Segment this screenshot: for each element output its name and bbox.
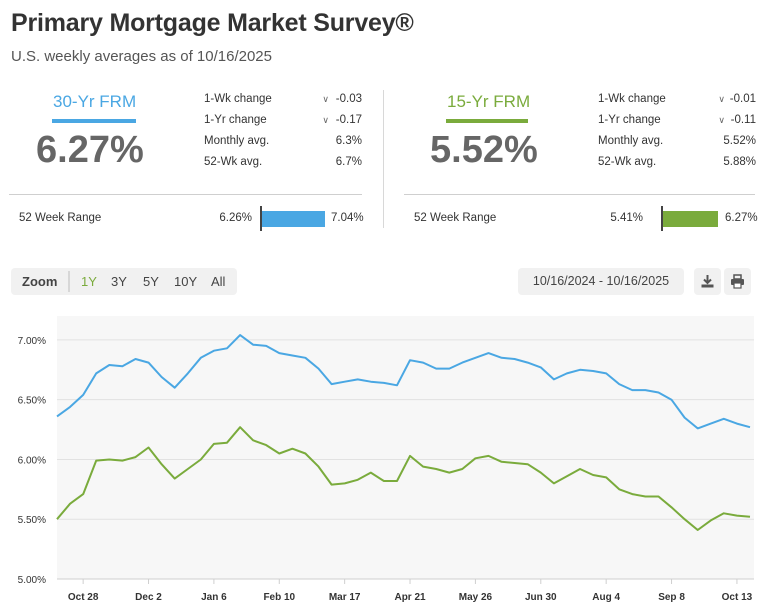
stat-value: 6.7% <box>335 156 362 168</box>
frm30-stat-row: 52-Wk avg. 6.7% <box>204 154 362 175</box>
x-tick-label: Oct 28 <box>68 592 99 603</box>
frm30-stat-row: 1-Yr change ∨ -0.17 <box>204 112 362 133</box>
y-tick-label: 6.50% <box>18 396 46 407</box>
range-bar <box>652 206 718 231</box>
divider <box>404 194 755 195</box>
x-tick-label: Mar 17 <box>329 592 361 603</box>
frm15-stat-row: 1-Wk change ∨ -0.01 <box>598 91 756 112</box>
zoom-toolbar: Zoom 1Y 3Y 5Y 10Y All <box>11 268 237 295</box>
x-tick-label: Jun 30 <box>525 592 557 603</box>
toolbar-separator <box>68 271 70 292</box>
frm15-stats: 1-Wk change ∨ -0.01 1-Yr change ∨ -0.11 … <box>598 91 756 175</box>
panel-separator <box>383 90 384 228</box>
zoom-1y-button[interactable]: 1Y <box>81 274 97 289</box>
download-icon <box>701 275 714 288</box>
range-marker <box>260 206 262 231</box>
x-tick-label: Apr 21 <box>394 592 426 603</box>
zoom-3y-button[interactable]: 3Y <box>111 274 127 289</box>
range-high: 6.27% <box>725 212 758 224</box>
x-tick-label: Oct 13 <box>722 592 753 603</box>
chevron-down-icon: ∨ <box>718 94 725 104</box>
stat-value: -0.17 <box>335 114 362 126</box>
page-title: Primary Mortgage Market Survey® <box>11 9 414 37</box>
x-tick-label: Dec 2 <box>135 592 162 603</box>
stat-value: -0.01 <box>729 93 756 105</box>
print-icon <box>731 274 744 289</box>
zoom-10y-button[interactable]: 10Y <box>174 274 198 289</box>
zoom-label: Zoom <box>22 274 58 289</box>
rate-chart: 5.00% 5.50% 6.00% 6.50% 7.00% Oct 28 Dec 2 Jan … <box>18 316 754 603</box>
stat-value: -0.03 <box>335 93 362 105</box>
x-tick-label: Aug 4 <box>592 592 620 603</box>
frm30-underline <box>52 119 136 123</box>
x-tick-label: Feb 10 <box>263 592 295 603</box>
frm15-stat-row: Monthly avg. 5.52% <box>598 133 756 154</box>
stat-value: 6.3% <box>335 135 362 147</box>
frm30-name: 30-Yr FRM <box>53 92 137 111</box>
chevron-down-icon: ∨ <box>322 94 329 104</box>
zoom-all-button[interactable]: All <box>211 274 226 289</box>
range-low: 6.26% <box>219 212 252 224</box>
range-label: 52 Week Range <box>414 212 497 224</box>
zoom-5y-button[interactable]: 5Y <box>143 274 159 289</box>
frm30-stats: 1-Wk change ∨ -0.03 1-Yr change ∨ -0.17 … <box>204 91 362 175</box>
frm30-rate: 6.27% <box>36 129 144 171</box>
stat-value: 5.88% <box>723 156 756 168</box>
y-tick-label: 5.50% <box>18 515 46 526</box>
frm15-stat-row: 52-Wk avg. 5.88% <box>598 154 756 175</box>
divider <box>9 194 362 195</box>
stat-value: -0.11 <box>730 114 756 126</box>
stat-label: Monthly avg. <box>204 135 270 147</box>
date-range-field[interactable]: 10/16/2024 - 10/16/2025 <box>518 268 684 295</box>
stat-label: 1-Wk change <box>598 93 666 105</box>
x-tick-label: Jan 6 <box>201 592 227 603</box>
frm15-panel: 15-Yr FRM 5.52% 1-Wk change ∨ -0.01 1-Yr… <box>404 85 764 231</box>
range-bar-fill <box>661 211 718 227</box>
frm30-stat-row: Monthly avg. 6.3% <box>204 133 362 154</box>
frm15-stat-row: 1-Yr change ∨ -0.11 <box>598 112 756 133</box>
y-tick-label: 5.00% <box>18 575 46 586</box>
frm30-range: 52 Week Range 6.26% 7.04% <box>9 206 364 231</box>
y-tick-label: 7.00% <box>18 336 46 347</box>
frm15-rate: 5.52% <box>430 129 538 171</box>
frm15-range: 52 Week Range 5.41% 6.27% <box>404 206 764 231</box>
y-tick-label: 6.00% <box>18 455 46 466</box>
frm30-stat-row: 1-Wk change ∨ -0.03 <box>204 91 362 112</box>
stat-label: 52-Wk avg. <box>204 156 263 168</box>
stat-label: 52-Wk avg. <box>598 156 657 168</box>
stat-label: 1-Yr change <box>204 114 267 126</box>
range-high: 7.04% <box>331 212 364 224</box>
range-bar-fill <box>260 211 325 227</box>
range-bar <box>259 206 325 231</box>
download-button[interactable] <box>694 268 721 295</box>
stat-value: 5.52% <box>723 135 756 147</box>
range-label: 52 Week Range <box>19 212 102 224</box>
series-line-frm15 <box>56 426 751 531</box>
frm30-panel: 30-Yr FRM 6.27% 1-Wk change ∨ -0.03 1-Yr… <box>9 85 364 231</box>
stat-label: 1-Wk change <box>204 93 272 105</box>
range-low: 5.41% <box>610 212 643 224</box>
plot-background <box>57 316 754 579</box>
print-button[interactable] <box>724 268 751 295</box>
frm15-name: 15-Yr FRM <box>447 92 531 111</box>
chevron-down-icon: ∨ <box>322 115 329 125</box>
stat-label: 1-Yr change <box>598 114 661 126</box>
page-subtitle: U.S. weekly averages as of 10/16/2025 <box>11 48 272 65</box>
series-line-frm30 <box>56 334 751 430</box>
range-marker <box>661 206 663 231</box>
frm15-underline <box>446 119 528 123</box>
chevron-down-icon: ∨ <box>718 115 725 125</box>
x-tick-label: Sep 8 <box>658 592 685 603</box>
stat-label: Monthly avg. <box>598 135 664 147</box>
x-tick-label: May 26 <box>459 592 493 603</box>
